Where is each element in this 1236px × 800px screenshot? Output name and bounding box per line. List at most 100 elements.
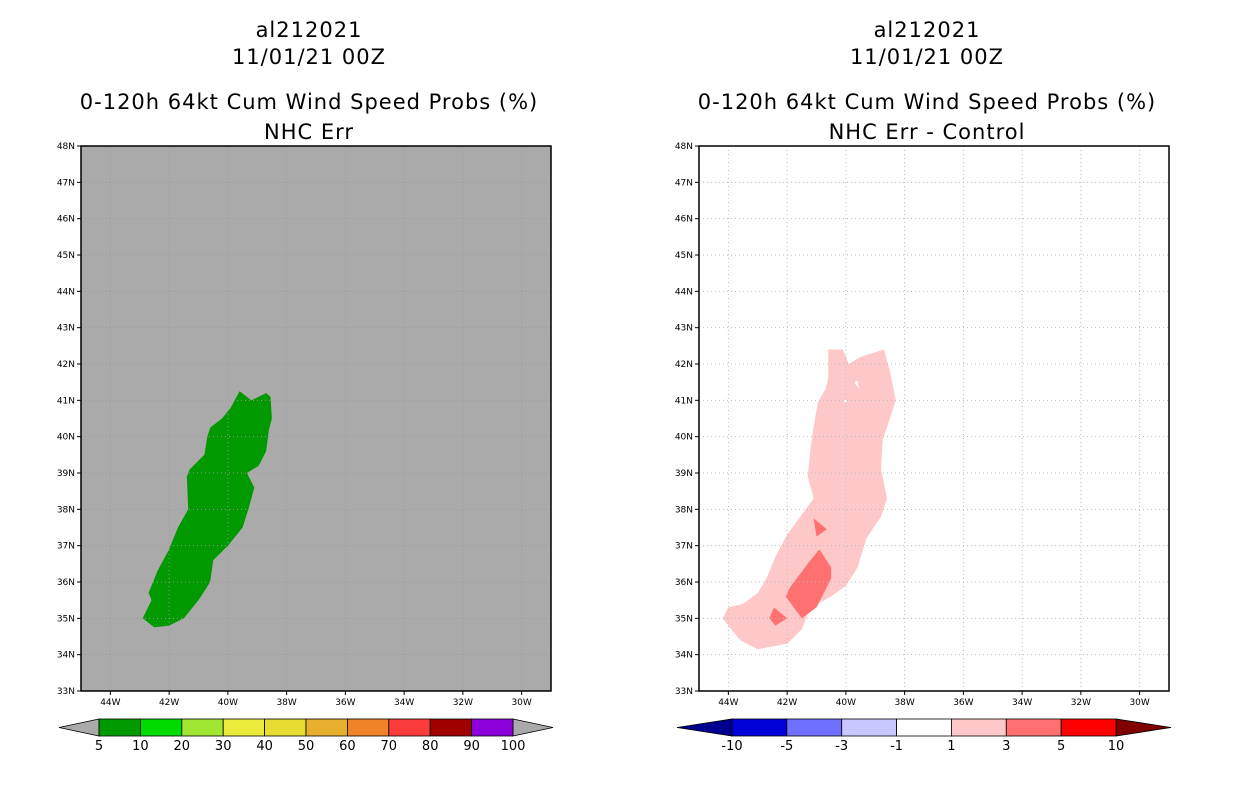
colorbar-label: -5 xyxy=(780,739,793,754)
colorbar-label: -10 xyxy=(721,739,742,754)
colorbar-swatch xyxy=(98,718,141,737)
colorbar-swatch xyxy=(264,718,307,737)
colorbar-low-arrow xyxy=(58,718,100,737)
lon-tick-label: 32W xyxy=(1071,698,1091,708)
diff-region-3-5-main xyxy=(785,549,832,619)
colorbar-swatch xyxy=(731,718,788,737)
prob-region-5-10 xyxy=(142,391,272,628)
lon-tick-label: 30W xyxy=(511,698,531,708)
lat-tick-label: 47N xyxy=(675,178,693,188)
colorbar-swatch xyxy=(1060,718,1117,737)
lon-tick-label: 38W xyxy=(276,698,296,708)
lon-tick-label: 32W xyxy=(453,698,473,708)
colorbar-swatch xyxy=(388,718,431,737)
datetime-title: 11/01/21 00Z xyxy=(231,45,387,69)
colorbar-label: 1 xyxy=(947,739,955,754)
lon-tick-label: 42W xyxy=(777,698,797,708)
lat-tick-label: 38N xyxy=(57,505,75,515)
colorbar-swatch xyxy=(471,718,514,737)
colorbar-swatch xyxy=(841,718,897,737)
lat-tick-label: 47N xyxy=(57,178,75,188)
map-plot: 33N 34N 35N 36N 37N 38N 39N 40N 41N 42N 43N 44N 45N 4… xyxy=(57,142,554,754)
diff-region-3-5-south xyxy=(769,607,788,626)
colorbar-swatch xyxy=(429,718,473,737)
storm-id-title: al212021 xyxy=(255,18,363,42)
lon-tick-label: 36W xyxy=(335,698,355,708)
colorbar-label: -1 xyxy=(890,739,903,754)
colorbar-low-arrow xyxy=(676,718,733,737)
lat-tick-label: 36N xyxy=(57,578,75,588)
lat-tick-label: 34N xyxy=(675,651,693,661)
colorbar-high-arrow xyxy=(1115,718,1172,737)
lat-tick-label: 41N xyxy=(675,396,693,406)
colorbar-high-arrow xyxy=(512,718,554,737)
lat-tick-label: 43N xyxy=(675,324,693,334)
lat-tick-label: 35N xyxy=(57,614,75,624)
lon-tick-label: 40W xyxy=(836,698,856,708)
colorbar-label: 20 xyxy=(174,739,191,754)
datetime-title: 11/01/21 00Z xyxy=(849,45,1005,69)
lon-tick-label: 38W xyxy=(894,698,914,708)
colorbar-label: 70 xyxy=(381,739,398,754)
colorbar-label: 30 xyxy=(215,739,232,754)
lat-tick-label: 48N xyxy=(57,142,75,152)
lat-tick-label: 40N xyxy=(57,433,75,443)
lat-tick-label: 33N xyxy=(57,687,75,697)
lat-tick-label: 41N xyxy=(57,396,75,406)
product-title: 0-120h 64kt Cum Wind Speed Probs (%) xyxy=(79,90,539,114)
lat-tick-label: 42N xyxy=(675,360,693,370)
lat-tick-label: 43N xyxy=(57,324,75,334)
colorbar-swatch xyxy=(896,718,952,737)
colorbar-swatch xyxy=(139,718,183,737)
lat-tick-label: 37N xyxy=(57,542,75,552)
lon-tick-label: 34W xyxy=(394,698,414,708)
colorbar-swatch xyxy=(1005,718,1062,737)
diff-region-3-5-north xyxy=(813,518,827,537)
lon-tick-label: 44W xyxy=(718,698,738,708)
colorbar-swatch xyxy=(181,718,224,737)
lat-tick-label: 40N xyxy=(675,433,693,443)
colorbar-label: 60 xyxy=(339,739,356,754)
right-panel: al212021 11/01/21 00Z 0-120h 64kt Cum Wi… xyxy=(618,0,1236,800)
lat-tick-label: 36N xyxy=(675,578,693,588)
lat-tick-label: 38N xyxy=(675,505,693,515)
colorbar-label: -3 xyxy=(835,739,848,754)
map-plot: 33N 34N 35N 36N 37N 38N 39N 40N 41N 42N 43N 44N 45N 4… xyxy=(675,142,1172,754)
lat-tick-label: 48N xyxy=(675,142,693,152)
lat-tick-label: 45N xyxy=(675,251,693,261)
lon-tick-label: 36W xyxy=(953,698,973,708)
colorbar-label: 5 xyxy=(95,739,103,754)
lat-tick-label: 34N xyxy=(57,651,75,661)
lon-tick-label: 40W xyxy=(218,698,238,708)
lat-tick-label: 44N xyxy=(57,287,75,297)
storm-id-title: al212021 xyxy=(873,18,981,42)
plot-frame xyxy=(80,145,552,692)
lat-tick-label: 33N xyxy=(675,687,693,697)
colorbar-label: 90 xyxy=(463,739,480,754)
colorbar-swatch xyxy=(786,718,843,737)
colorbar-label: 100 xyxy=(501,739,526,754)
lat-tick-label: 44N xyxy=(675,287,693,297)
product-title: 0-120h 64kt Cum Wind Speed Probs (%) xyxy=(697,90,1157,114)
diff-region-1-3 xyxy=(722,349,896,650)
colorbar-label: 5 xyxy=(1057,739,1065,754)
colorbar-swatch xyxy=(346,718,390,737)
left-panel: al212021 11/01/21 00Z 0-120h 64kt Cum Wi… xyxy=(57,18,554,754)
lon-tick-label: 44W xyxy=(100,698,120,708)
lon-tick-label: 42W xyxy=(159,698,179,708)
lat-tick-label: 42N xyxy=(57,360,75,370)
subtitle: NHC Err - Control xyxy=(828,120,1026,144)
lon-tick-label: 30W xyxy=(1129,698,1149,708)
lon-tick-label: 34W xyxy=(1012,698,1032,708)
lat-tick-label: 39N xyxy=(675,469,693,479)
subtitle: NHC Err xyxy=(263,120,354,144)
lat-tick-label: 37N xyxy=(675,542,693,552)
lat-tick-label: 46N xyxy=(57,215,75,225)
lat-tick-label: 45N xyxy=(57,251,75,261)
colorbar-swatch xyxy=(951,718,1007,737)
colorbar-swatch xyxy=(305,718,348,737)
colorbar-label: 50 xyxy=(298,739,315,754)
colorbar-label: 3 xyxy=(1002,739,1010,754)
colorbar-swatch xyxy=(222,718,265,737)
lat-tick-label: 46N xyxy=(675,215,693,225)
